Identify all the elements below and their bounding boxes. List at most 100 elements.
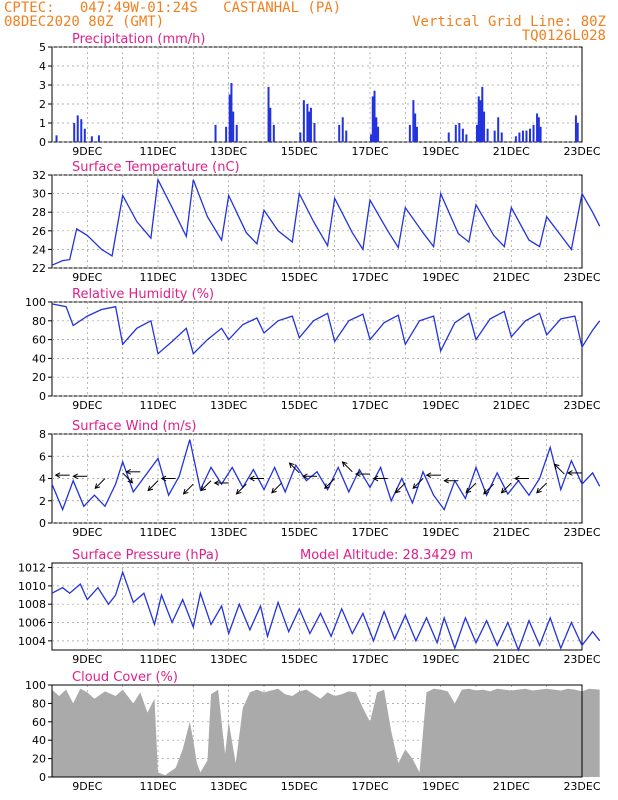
wind-arrow-head xyxy=(271,487,277,494)
precip-bar xyxy=(497,117,500,142)
precip-bar xyxy=(76,115,79,142)
wind-arrow-head xyxy=(324,483,330,490)
precip-bar xyxy=(477,96,480,142)
precip-bar xyxy=(309,107,312,142)
x-tick-label: 23DEC xyxy=(563,526,600,539)
y-tick-label: 30 xyxy=(32,188,46,201)
x-tick-label: 21DEC xyxy=(493,399,530,412)
precip-bar xyxy=(90,136,93,142)
precip-bar xyxy=(302,100,305,142)
wind-arrow-head xyxy=(354,471,361,477)
precip-bar xyxy=(493,130,496,142)
x-tick-label: 13DEC xyxy=(210,653,247,666)
y-tick-label: 4 xyxy=(39,473,46,486)
x-tick-label: 17DEC xyxy=(351,526,388,539)
panel-frame xyxy=(51,174,583,269)
y-tick-label: 40 xyxy=(32,352,46,365)
x-tick-label: 9DEC xyxy=(72,271,102,284)
wind-arrow-head xyxy=(54,472,61,478)
panel-frame xyxy=(51,46,583,143)
x-tick-label: 17DEC xyxy=(351,399,388,412)
y-tick-label: 0 xyxy=(39,136,46,149)
wind-arrow-head xyxy=(213,480,220,486)
wind-arrow xyxy=(536,482,548,494)
wind-arrow-head xyxy=(372,475,379,482)
y-tick-label: 24 xyxy=(32,243,46,256)
wind-arrow-head xyxy=(127,477,134,484)
precip-bar xyxy=(447,132,450,142)
x-tick-label: 21DEC xyxy=(493,271,530,284)
x-tick-label: 9DEC xyxy=(72,780,102,793)
series-line xyxy=(51,570,601,652)
precip-bar xyxy=(308,111,311,142)
x-tick-label: 19DEC xyxy=(422,526,459,539)
precip-bar xyxy=(272,124,275,142)
precip-bar xyxy=(514,136,517,142)
series-line xyxy=(51,303,601,355)
panel-title: Relative Humidity (%) xyxy=(72,287,214,302)
y-tick-label: 100 xyxy=(25,679,46,692)
x-tick-label: 21DEC xyxy=(493,653,530,666)
wind-arrow-head xyxy=(465,487,472,494)
precip-bar xyxy=(465,134,468,142)
y-tick-label: 20 xyxy=(32,753,46,766)
header-model-id: TQ0126L028 xyxy=(521,28,606,44)
wind-arrow-head xyxy=(182,488,189,495)
y-tick-label: 2 xyxy=(39,495,46,508)
precip-bar xyxy=(483,111,486,142)
precip-bar xyxy=(525,130,528,142)
precip-bar xyxy=(313,123,316,142)
x-tick-label: 19DEC xyxy=(422,399,459,412)
panel-annotation: Model Altitude: 28.3429 m xyxy=(300,548,473,563)
header-grid-note: Vertical Grid Line: 80Z xyxy=(412,14,606,30)
precip-bar xyxy=(414,113,417,142)
y-tick-label: 1010 xyxy=(18,580,46,593)
x-tick-label: 11DEC xyxy=(139,780,176,793)
wind-arrow-head xyxy=(94,483,101,490)
wind-arrow-head xyxy=(566,470,573,476)
x-tick-label: 15DEC xyxy=(281,271,318,284)
wind-arrow-head xyxy=(394,487,401,494)
header-station: CPTEC: 047:49W-01:24S CASTANHAL (PA) xyxy=(4,0,342,16)
precip-bar xyxy=(479,100,482,142)
x-tick-label: 9DEC xyxy=(72,145,102,158)
precip-bar xyxy=(80,119,83,142)
precip-bar xyxy=(521,130,524,142)
wind-arrow xyxy=(200,480,212,491)
wind-arrow xyxy=(94,478,106,489)
x-tick-label: 23DEC xyxy=(563,271,600,284)
y-tick-label: 60 xyxy=(32,716,46,729)
precip-bar xyxy=(539,126,542,142)
x-tick-label: 21DEC xyxy=(493,526,530,539)
x-tick-label: 23DEC xyxy=(563,399,600,412)
x-tick-label: 13DEC xyxy=(210,399,247,412)
y-tick-label: 32 xyxy=(32,169,46,182)
x-tick-label: 17DEC xyxy=(351,145,388,158)
wind-arrow-head xyxy=(147,485,154,492)
precip-bar xyxy=(536,113,539,142)
precip-bar xyxy=(412,100,415,142)
y-tick-label: 3 xyxy=(39,79,46,92)
y-tick-label: 100 xyxy=(25,296,46,309)
panel-title: Surface Wind (m/s) xyxy=(72,419,196,434)
precip-bar xyxy=(73,123,76,142)
precip-bar xyxy=(461,128,464,142)
wind-arrow xyxy=(465,482,477,494)
wind-arrow xyxy=(342,461,353,473)
wind-arrow-head xyxy=(443,477,449,484)
y-tick-label: 1004 xyxy=(18,635,46,648)
wind-arrow-head xyxy=(553,463,560,470)
y-tick-label: 1006 xyxy=(18,617,46,630)
x-tick-label: 19DEC xyxy=(422,780,459,793)
x-tick-label: 9DEC xyxy=(72,399,102,412)
wind-arrow xyxy=(501,482,512,494)
y-tick-label: 60 xyxy=(32,334,46,347)
precip-bar xyxy=(371,96,374,142)
wind-arrow-head xyxy=(288,462,295,469)
wind-arrow-head xyxy=(235,488,242,495)
precip-bar xyxy=(532,124,535,142)
precip-bar xyxy=(500,132,503,142)
wind-arrow xyxy=(147,480,159,491)
wind-arrow-head xyxy=(341,461,348,467)
y-tick-label: 6 xyxy=(39,450,46,463)
